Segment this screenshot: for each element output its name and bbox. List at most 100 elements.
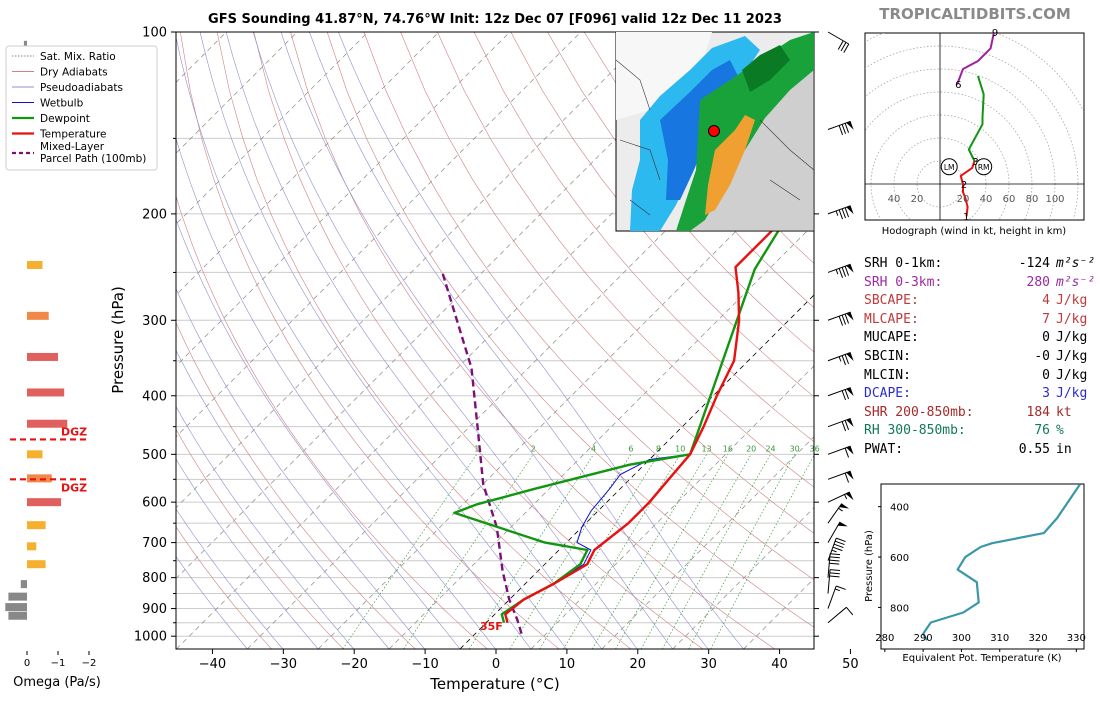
legend-label-line2: Parcel Path (100mb) <box>40 153 146 165</box>
barb-half-flag <box>845 494 847 499</box>
y-tick-label: 200 <box>142 207 167 222</box>
legend-label: Pseudoadiabats <box>40 82 123 94</box>
parameter-unit: J/kg <box>1056 329 1087 348</box>
x-tick-label: −10 <box>411 657 438 672</box>
y-tick-label: 100 <box>142 26 167 41</box>
wind-barb <box>828 504 849 524</box>
barb-flag <box>842 209 845 218</box>
pseudo-adiabat <box>200 32 566 649</box>
hodograph-ring-label: 80 <box>1026 194 1039 205</box>
omega-tick-label: −1 <box>51 658 66 669</box>
mixing-ratio-label: 13 <box>701 444 711 453</box>
theta-x-tick-label: 310 <box>990 633 1009 644</box>
omega-bar <box>27 353 58 361</box>
dry-adiabat <box>217 32 631 649</box>
wind-barbs <box>828 32 854 623</box>
wind-barb <box>828 353 854 365</box>
wind-barb <box>828 446 854 457</box>
mixing-ratio-line <box>662 454 770 649</box>
mixing-ratio-label: 20 <box>746 444 756 453</box>
wind-barb <box>828 264 854 278</box>
theta-x-tick-label: 330 <box>1067 633 1086 644</box>
parameter-label: SHR 200-850mb: <box>864 404 974 423</box>
theta-e-frame <box>881 484 1084 649</box>
pseudo-adiabat <box>175 32 531 649</box>
hodograph-ring-label: 20 <box>957 194 970 205</box>
theta-e-x-axis-label: Equivalent Pot. Temperature (K) <box>902 653 1061 664</box>
hodograph-segment <box>994 28 1025 33</box>
parameter-label: SRH 0-3km: <box>864 274 942 293</box>
barb-flag <box>842 124 845 133</box>
omega-axis-label: Omega (Pa/s) <box>13 675 101 690</box>
x-tick-label: −30 <box>270 657 297 672</box>
barb-flag <box>839 268 842 277</box>
legend-label: Dry Adiabats <box>40 67 108 79</box>
barb-flag <box>830 560 840 561</box>
x-tick-label: 50 <box>842 657 859 672</box>
barb-half-flag <box>838 508 842 511</box>
mixing-ratio-label: 2 <box>531 444 536 453</box>
mixing-ratio-label: 6 <box>628 444 633 453</box>
mixing-ratio-label: 30 <box>790 444 800 453</box>
y-tick-label: 900 <box>142 602 167 617</box>
inset-radar-map <box>616 32 814 231</box>
x-tick-label: 0 <box>492 657 500 672</box>
wind-barb <box>828 471 854 482</box>
parameter-label: SRH 0-1km: <box>864 255 942 274</box>
omega-bar <box>8 612 27 620</box>
barb-flag <box>845 390 848 399</box>
parameter-value: 0 <box>964 367 1050 386</box>
hodograph-frame <box>865 33 1084 220</box>
parameter-label: PWAT: <box>864 441 903 460</box>
parameter-value: -124 <box>964 255 1050 274</box>
barb-staff <box>828 522 840 543</box>
parameter-label: RH 300-850mb: <box>864 422 966 441</box>
parameter-label: SBCAPE: <box>864 292 919 311</box>
barb-flag <box>845 420 848 429</box>
mixing-ratio-line <box>711 454 815 649</box>
parameter-unit: J/kg <box>1056 311 1087 330</box>
skewt-x-axis-label: Temperature (°C) <box>429 675 559 693</box>
parameter-row: RH 300-850mb:76% <box>864 422 1094 441</box>
parameter-value: 0 <box>964 329 1050 348</box>
omega-axis: 0−1−2 <box>24 651 97 669</box>
barb-flag <box>830 576 840 577</box>
barb-staff <box>828 32 849 44</box>
wind-barb <box>828 522 848 543</box>
barb-flag <box>842 422 845 431</box>
wind-barb <box>828 418 854 430</box>
y-tick-label: 300 <box>142 314 167 329</box>
omega-bar <box>21 580 27 588</box>
barb-half-flag <box>835 589 840 591</box>
mixing-ratio-label: 36 <box>810 444 820 453</box>
storm-motion-label: RM <box>978 163 990 172</box>
mixing-ratio-label: 10 <box>675 444 685 453</box>
parameter-value: -0 <box>964 348 1050 367</box>
surface-temperature-label: 35F <box>480 620 503 633</box>
parameter-value: 7 <box>964 311 1050 330</box>
barb-half-flag <box>832 550 837 552</box>
wind-barb <box>828 586 846 609</box>
parameter-unit: J/kg <box>1056 385 1087 404</box>
hodograph-height-label: 2 <box>961 180 967 191</box>
parameter-unit: in <box>1056 441 1072 460</box>
pseudo-adiabat <box>151 32 496 649</box>
parameter-value: 3 <box>964 385 1050 404</box>
dgz-label: DGZ <box>61 425 87 438</box>
barb-staff <box>828 607 846 622</box>
wind-barb <box>828 206 854 220</box>
theta-x-tick-label: 290 <box>914 633 933 644</box>
parameter-unit: % <box>1056 422 1064 441</box>
wind-barb <box>828 121 854 135</box>
x-tick-label: −40 <box>199 657 226 672</box>
y-tick-label: 600 <box>142 496 167 511</box>
theta-y-tick-label: 800 <box>890 603 909 614</box>
x-tick-label: 40 <box>771 657 788 672</box>
barb-flag <box>845 208 848 217</box>
hodograph-ring-label: 100 <box>1045 194 1064 205</box>
